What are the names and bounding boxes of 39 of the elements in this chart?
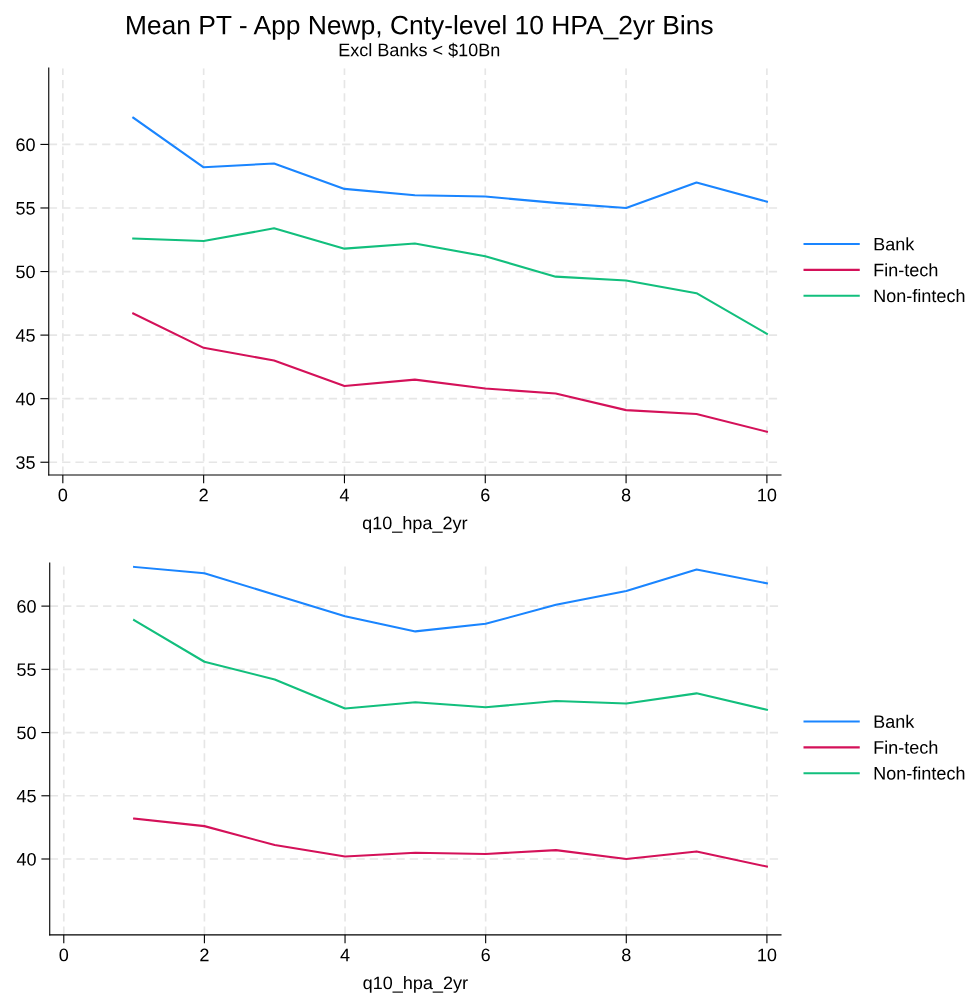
x-tick-label: 8 xyxy=(622,948,631,962)
legend-label: Fin-tech xyxy=(874,263,938,277)
line-series xyxy=(132,312,768,433)
legend-label: Bank xyxy=(874,714,915,728)
legend-label: Fin-tech xyxy=(874,740,938,754)
y-tick-label: 45 xyxy=(16,789,36,803)
x-tick-label: 4 xyxy=(340,948,350,962)
legend-label: Non-fintech xyxy=(874,766,965,780)
x-axis-title: q10_hpa_2yr xyxy=(362,516,468,533)
y-tick-label: 55 xyxy=(16,202,35,215)
y-tick-label: 60 xyxy=(16,138,35,152)
x-tick-label: 0 xyxy=(59,948,69,962)
x-tick-label: 2 xyxy=(199,488,208,502)
line-series xyxy=(133,817,768,868)
y-tick-label: 40 xyxy=(16,852,36,866)
line-series xyxy=(132,116,768,210)
line-series xyxy=(133,618,768,711)
x-axis-title: q10_hpa_2yr xyxy=(363,976,468,993)
line-series xyxy=(133,565,768,633)
x-tick-label: 10 xyxy=(758,948,777,962)
y-tick-label: 55 xyxy=(17,663,36,677)
legend-label: Non-fintech xyxy=(874,288,965,303)
x-tick-label: 4 xyxy=(339,488,349,502)
y-tick-label: 50 xyxy=(17,726,36,740)
x-tick-label: 0 xyxy=(58,488,68,502)
chart-title: Mean PT - App Newp, Cnty-level 10 HPA_2yr Bins xyxy=(127,15,713,40)
y-tick-label: 40 xyxy=(15,392,35,406)
x-tick-label: 2 xyxy=(200,948,209,962)
y-tick-label: 50 xyxy=(16,265,35,279)
y-tick-label: 45 xyxy=(15,329,35,342)
line-series xyxy=(132,227,768,335)
x-tick-label: 6 xyxy=(481,948,490,962)
legend-label: Bank xyxy=(874,237,915,251)
x-tick-label: 10 xyxy=(758,488,777,502)
x-tick-label: 8 xyxy=(621,488,631,502)
y-tick-label: 35 xyxy=(16,456,35,469)
x-tick-label: 6 xyxy=(481,488,490,502)
chart-subtitle: Excl Banks < $10Bn xyxy=(339,42,500,58)
y-tick-label: 60 xyxy=(17,600,36,613)
